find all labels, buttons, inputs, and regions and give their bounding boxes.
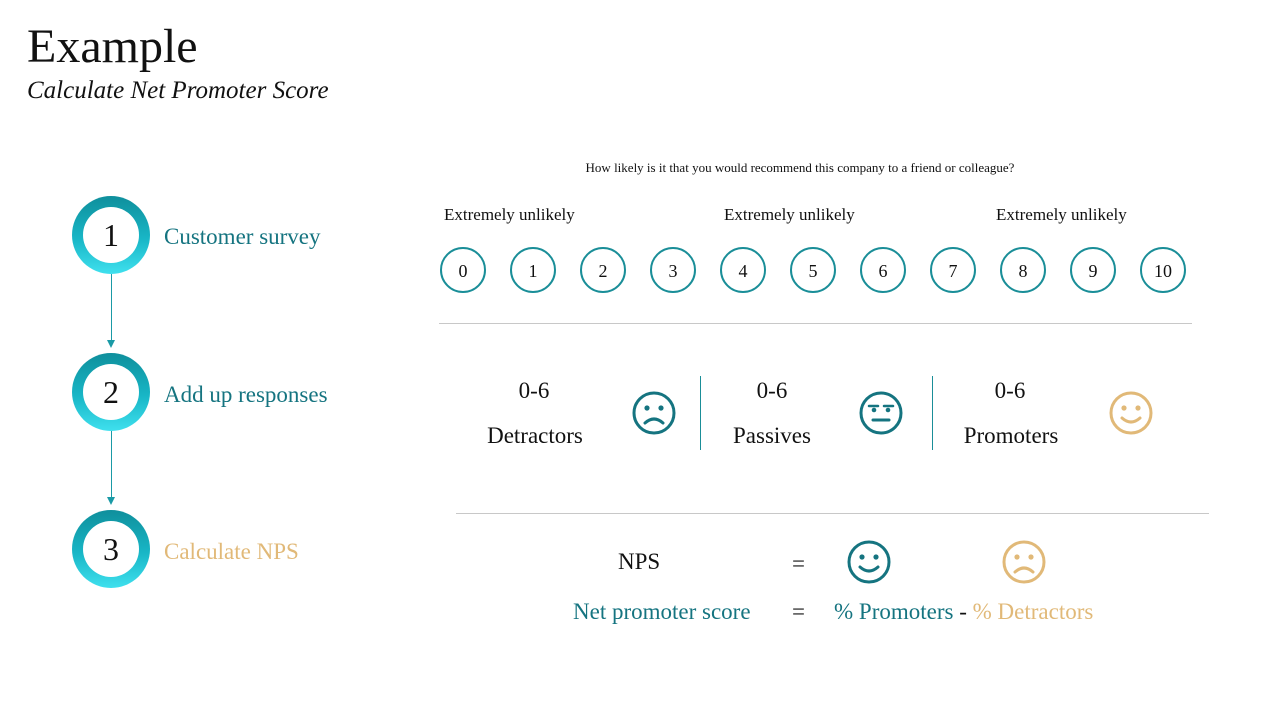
passives-label: Passives (733, 423, 811, 448)
step-2-label: Add up responses (164, 382, 328, 407)
minus-sign: - (959, 599, 967, 624)
promoters-label: Promoters (963, 423, 1059, 448)
rating-option[interactable]: 2 (580, 247, 626, 293)
equals-sign: = (792, 551, 805, 576)
passives-range: 0-6 (756, 378, 788, 403)
step-3-circle: 3 (72, 510, 150, 588)
net-promoter-score-label: Net promoter score (573, 599, 751, 624)
detractors-percent: % Detractors (972, 599, 1094, 624)
step-2-number: 2 (83, 364, 139, 420)
arrow-down-icon (107, 340, 115, 348)
scale-label-low: Extremely unlikely (444, 205, 575, 224)
survey-question: How likely is it that you would recommen… (585, 160, 1015, 175)
rating-option[interactable]: 6 (860, 247, 906, 293)
detractors-range: 0-6 (518, 378, 550, 403)
step-3-number: 3 (83, 521, 139, 577)
divider (439, 323, 1192, 324)
rating-option[interactable]: 3 (650, 247, 696, 293)
promoters-percent: % Promoters (834, 599, 954, 624)
scale-label-mid: Extremely unlikely (724, 205, 855, 224)
step-3-label: Calculate NPS (164, 539, 299, 564)
nps-label: NPS (618, 549, 661, 574)
arrow-down-icon (107, 497, 115, 505)
rating-option[interactable]: 5 (790, 247, 836, 293)
sad-face-icon (1002, 540, 1046, 584)
page-subtitle: Calculate Net Promoter Score (27, 77, 329, 104)
category-separator (700, 376, 701, 450)
step-2-circle: 2 (72, 353, 150, 431)
promoters-range: 0-6 (994, 378, 1026, 403)
step-1-number: 1 (83, 207, 139, 263)
rating-option[interactable]: 4 (720, 247, 766, 293)
step-connector-2 (111, 431, 112, 497)
neutral-face-icon (859, 391, 903, 435)
rating-option[interactable]: 10 (1140, 247, 1186, 293)
rating-option[interactable]: 9 (1070, 247, 1116, 293)
rating-option[interactable]: 0 (440, 247, 486, 293)
divider (456, 513, 1209, 514)
rating-option[interactable]: 8 (1000, 247, 1046, 293)
equals-sign: = (792, 599, 805, 624)
sad-face-icon (632, 391, 676, 435)
rating-option[interactable]: 1 (510, 247, 556, 293)
formula-expression: % Promoters - % Detractors (834, 598, 1093, 626)
step-1-label: Customer survey (164, 224, 321, 249)
rating-option[interactable]: 7 (930, 247, 976, 293)
happy-face-icon (1109, 391, 1153, 435)
page-title: Example (27, 20, 198, 73)
happy-face-icon (847, 540, 891, 584)
step-connector-1 (111, 274, 112, 340)
category-separator (932, 376, 933, 450)
scale-label-high: Extremely unlikely (996, 205, 1127, 224)
step-1-circle: 1 (72, 196, 150, 274)
detractors-label: Detractors (487, 423, 583, 448)
